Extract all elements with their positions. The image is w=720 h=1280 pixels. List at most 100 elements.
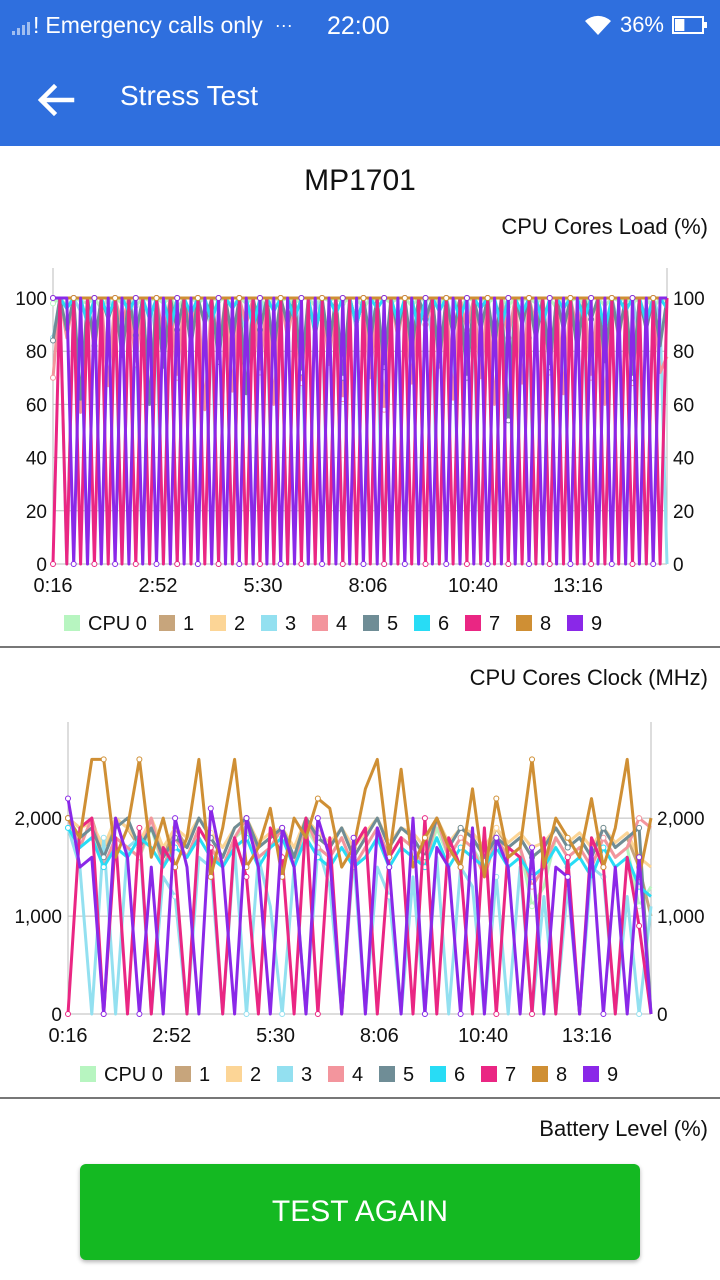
data-point (600, 824, 607, 831)
data-point (314, 1011, 321, 1017)
divider (0, 1097, 720, 1099)
data-point (493, 824, 500, 831)
x-tick-label: 8:06 (349, 575, 388, 597)
series-line-8 (66, 757, 653, 879)
data-point (100, 864, 107, 871)
data-point (529, 903, 536, 910)
data-point (608, 561, 615, 567)
y-tick-label: 40 (26, 449, 47, 470)
data-point (314, 795, 321, 802)
carrier-text: Emergency calls only (45, 12, 263, 38)
data-point (484, 295, 491, 301)
data-point (546, 561, 553, 567)
data-point (236, 295, 243, 301)
series-line-6 (66, 827, 652, 898)
legend-label-1: 1 (199, 1064, 210, 1086)
x-tick-label: 0:16 (34, 575, 73, 597)
y-tick-label: 0 (51, 1005, 62, 1026)
legend-label-2: 2 (234, 613, 245, 635)
data-point (529, 1011, 536, 1017)
data-point (386, 864, 393, 871)
legend-label-5: 5 (403, 1064, 414, 1086)
data-point (194, 561, 201, 567)
legend-label-9: 9 (607, 1064, 618, 1086)
data-point (526, 295, 533, 301)
data-point (215, 561, 222, 567)
legend-swatch-1 (175, 1066, 191, 1082)
y-tick-label-right: 100 (673, 289, 705, 310)
data-point (298, 561, 305, 567)
x-tick-label: 13:16 (562, 1025, 612, 1047)
legend-label-0: CPU 0 (88, 613, 147, 635)
data-point (100, 756, 107, 763)
data-point (443, 561, 450, 567)
legend-label-8: 8 (540, 613, 551, 635)
data-point (236, 561, 243, 567)
data-point (91, 561, 98, 567)
data-point (564, 873, 571, 880)
data-point (457, 824, 464, 831)
legend-swatch-8 (516, 615, 532, 631)
data-point (564, 854, 571, 861)
y-tick-label: 0 (36, 555, 47, 576)
data-point (132, 295, 139, 301)
data-point (636, 1011, 643, 1017)
data-point (207, 805, 214, 812)
legend-swatch-9 (583, 1066, 599, 1082)
data-point (174, 295, 181, 301)
data-point (505, 295, 512, 301)
x-tick-label: 8:06 (360, 1025, 399, 1047)
more-indicator: ··· (274, 15, 293, 35)
data-point (505, 561, 512, 567)
data-point (564, 834, 571, 841)
data-point (529, 844, 536, 851)
data-point (401, 561, 408, 567)
back-arrow-icon[interactable] (34, 78, 78, 122)
data-point (136, 756, 143, 763)
divider (0, 646, 720, 648)
data-point (256, 561, 263, 567)
legend-label-7: 7 (505, 1064, 516, 1086)
data-point (256, 295, 263, 301)
data-point (277, 295, 284, 301)
y-tick-label: 20 (26, 502, 47, 523)
legend-label-1: 1 (183, 613, 194, 635)
legend-swatch-5 (379, 1066, 395, 1082)
y-tick-label: 100 (15, 289, 47, 310)
legend-swatch-2 (210, 615, 226, 631)
legend-swatch-9 (567, 615, 583, 631)
data-point (457, 1011, 464, 1017)
data-point (443, 295, 450, 301)
data-point (636, 922, 643, 929)
legend-swatch-6 (430, 1066, 446, 1082)
data-point (636, 824, 643, 831)
series-line-9 (53, 296, 667, 566)
data-point (600, 864, 607, 871)
data-point (279, 1011, 286, 1017)
legend-swatch-4 (312, 615, 328, 631)
legend-swatch-0 (64, 615, 80, 631)
data-point (279, 824, 286, 831)
data-point (421, 1011, 428, 1017)
data-point (112, 295, 119, 301)
test-again-button[interactable]: TEST AGAIN (80, 1164, 640, 1260)
data-point (153, 561, 160, 567)
data-point (629, 295, 636, 301)
y-tick-label-right: 20 (673, 502, 694, 523)
wifi-icon (584, 15, 611, 35)
legend-swatch-7 (465, 615, 481, 631)
data-point (314, 815, 321, 822)
clock-chart-title: CPU Cores Clock (MHz) (469, 665, 708, 690)
data-point (588, 295, 595, 301)
data-point (421, 834, 428, 841)
data-point (100, 834, 107, 841)
data-point (50, 300, 56, 307)
page-title: Stress Test (120, 80, 258, 111)
device-name: MP1701 (304, 164, 416, 197)
data-point (194, 295, 201, 301)
data-point (50, 561, 56, 567)
data-point (567, 561, 574, 567)
data-point (421, 815, 428, 822)
data-point (65, 1011, 71, 1017)
data-point (172, 815, 179, 822)
